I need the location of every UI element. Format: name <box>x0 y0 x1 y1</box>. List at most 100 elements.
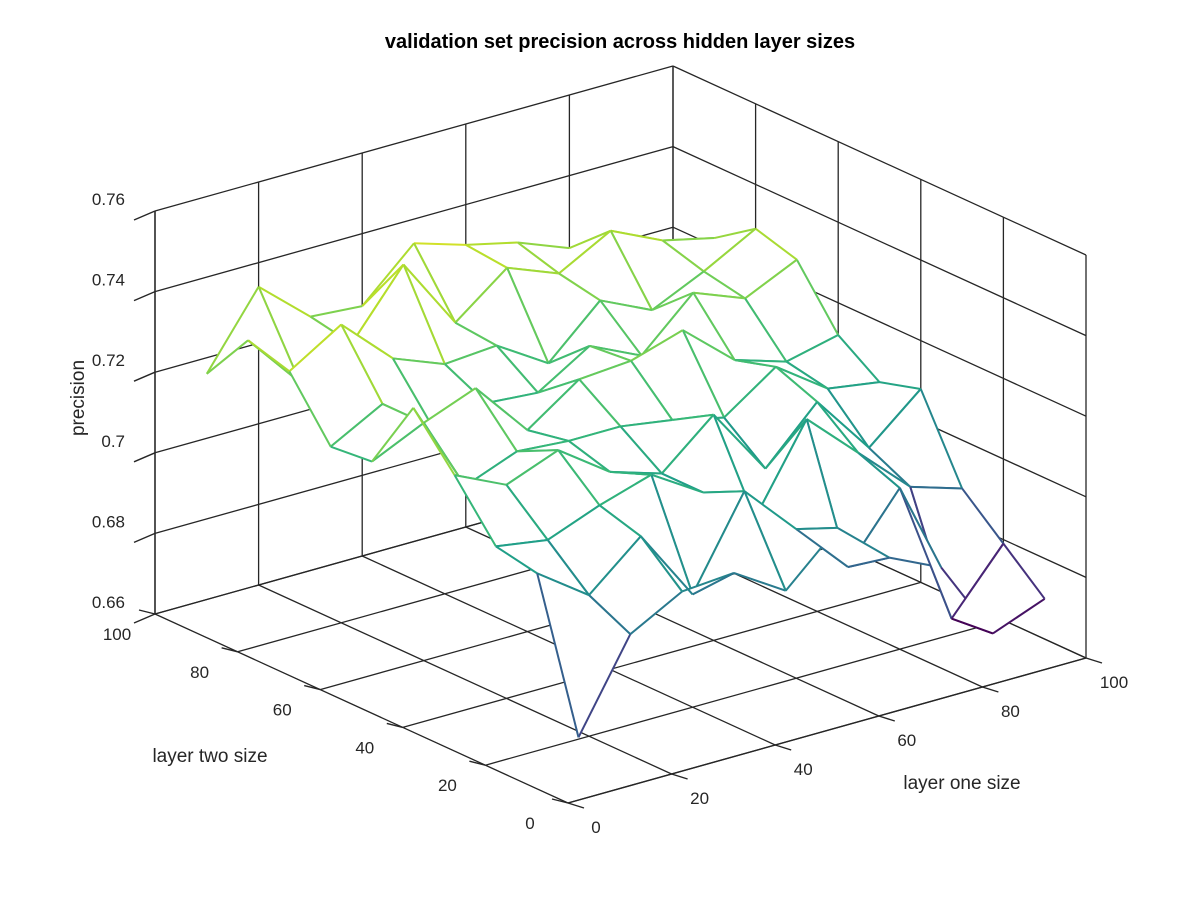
surface-edge <box>474 387 529 431</box>
surface-face <box>858 453 952 619</box>
surface-edge <box>526 378 580 431</box>
surface-edge <box>775 366 818 403</box>
surface-edge <box>681 329 726 419</box>
surface-edge <box>775 365 829 390</box>
surface-edge <box>577 633 632 738</box>
floor-gridline-y <box>402 581 921 729</box>
surface-edge <box>692 292 736 361</box>
surface-face <box>507 267 601 364</box>
surface-face <box>589 330 683 361</box>
surface-face <box>610 230 704 311</box>
surface-face <box>495 540 589 596</box>
surface-face <box>516 440 610 472</box>
surface-face <box>951 543 1045 634</box>
z-tick-mark <box>133 532 156 544</box>
surface-edge <box>754 418 808 519</box>
surface-face <box>600 292 694 356</box>
surface-face <box>806 419 900 567</box>
z-tick-mark <box>133 613 156 624</box>
surface-edge <box>785 334 839 363</box>
surface-edge <box>640 292 695 357</box>
x-tick-mark <box>878 715 896 722</box>
surface-edge <box>723 366 777 419</box>
z-tick-label: 0.72 <box>92 351 125 370</box>
surface-edge <box>402 263 457 324</box>
surface-face <box>744 491 838 591</box>
surface-face <box>465 450 559 487</box>
surface-edge <box>402 264 446 365</box>
surface-edge <box>692 572 735 596</box>
x-tick-mark <box>982 686 999 693</box>
surface-edge <box>578 378 622 428</box>
y-tick-label: 60 <box>273 701 292 720</box>
back-wall-gridline-z <box>154 145 674 293</box>
surface-edge <box>682 329 736 361</box>
surface-edge <box>413 242 457 324</box>
surface-face <box>558 450 652 506</box>
surface-face <box>414 243 508 323</box>
surface-edge <box>640 535 694 596</box>
x-tick-mark <box>1085 657 1103 664</box>
surface-edge <box>910 485 963 490</box>
y-tick-label: 40 <box>355 738 374 757</box>
surface-edge <box>558 229 612 275</box>
surface-face <box>693 292 787 362</box>
surface-face <box>558 230 652 311</box>
surface-edge <box>754 227 798 261</box>
surface-edge <box>764 418 808 470</box>
chart-title: validation set precision across hidden l… <box>385 31 855 53</box>
surface-edge <box>837 526 890 559</box>
surface-edge <box>588 594 631 635</box>
surface-edge <box>505 449 559 486</box>
tick-labels: 0 20 40 60 80 100 0 20 40 60 80 100 0.66 0.68 0.7 0.72 0… <box>92 190 1128 837</box>
surface-face <box>682 330 776 418</box>
surface-face <box>310 264 404 344</box>
surface-edge <box>310 305 363 318</box>
surface-face <box>362 243 456 323</box>
y-tick-mark <box>551 798 569 804</box>
z-tick-label: 0.74 <box>92 271 125 290</box>
surface-face <box>662 228 756 272</box>
surface-edge <box>744 297 788 363</box>
surface-edge <box>992 597 1046 635</box>
surface-face <box>455 267 549 364</box>
surface-edge <box>609 470 652 476</box>
surface-edge <box>288 370 332 448</box>
surface-edge <box>703 227 757 273</box>
side-wall-gridline-z <box>672 146 1087 337</box>
x-tick-mark <box>671 773 688 780</box>
x-tick-mark <box>774 744 792 751</box>
surface-edge <box>816 401 860 454</box>
surface-edge <box>796 259 840 336</box>
surface-edge <box>847 556 890 568</box>
x-axis-line <box>567 657 1087 804</box>
surface-edge <box>454 267 508 324</box>
surface-edge <box>495 344 539 394</box>
surface-edge <box>785 360 829 390</box>
surface-face <box>330 403 424 462</box>
surface-edge <box>361 263 405 307</box>
surface-face <box>537 573 631 738</box>
surface-edge <box>454 321 498 347</box>
surface-edge <box>361 242 415 307</box>
surface-edge <box>453 474 497 547</box>
surface-edge <box>392 357 445 366</box>
surface-edge <box>650 473 704 494</box>
surface-edge <box>743 490 797 530</box>
surface-edge <box>629 590 683 635</box>
surface-edge <box>712 414 767 470</box>
surface-edge <box>630 329 684 362</box>
surface-edge <box>795 528 849 568</box>
z-axis-label: precision <box>68 360 89 436</box>
surface-edge <box>454 474 507 486</box>
surface-edge <box>691 490 746 595</box>
x-tick-label: 80 <box>1001 702 1020 721</box>
surface-face <box>652 271 746 311</box>
surface-face <box>599 474 693 595</box>
surface-edge <box>619 425 663 475</box>
surface-edge <box>599 299 643 357</box>
surface-edge <box>330 445 373 463</box>
surface-edge <box>672 413 714 421</box>
surface-face <box>403 264 497 365</box>
